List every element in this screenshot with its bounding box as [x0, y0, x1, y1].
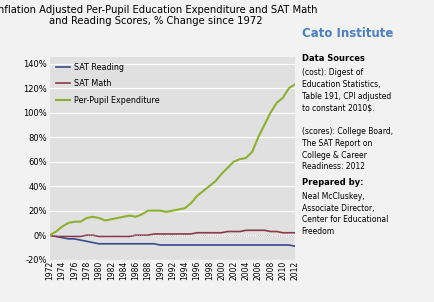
Text: Inflation Adjusted Per-Pupil Education Expenditure and SAT Math
and Reading Scor: Inflation Adjusted Per-Pupil Education E… — [0, 5, 318, 26]
Text: Data Sources: Data Sources — [302, 54, 365, 63]
Text: Neal McCluskey,
Associate Director,
Center for Educational
Freedom: Neal McCluskey, Associate Director, Cent… — [302, 192, 388, 236]
Text: (cost): Digest of
Education Statistics,
Table 191, CPI adjusted
to constant 2010: (cost): Digest of Education Statistics, … — [302, 68, 393, 171]
Text: Cato Institute: Cato Institute — [302, 27, 393, 40]
Text: Prepared by:: Prepared by: — [302, 178, 363, 187]
Legend: SAT Reading, SAT Math, Per-Pupil Expenditure: SAT Reading, SAT Math, Per-Pupil Expendi… — [53, 60, 163, 108]
